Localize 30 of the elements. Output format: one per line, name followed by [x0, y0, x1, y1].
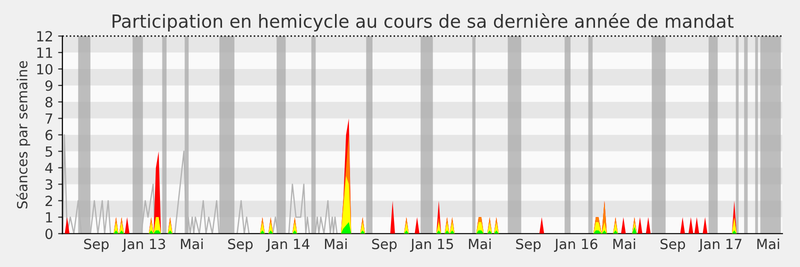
y-tick-label: 11 [37, 48, 52, 58]
x-tick-label: Sep [228, 238, 253, 252]
y-tick-label: 2 [46, 196, 52, 206]
x-tick-label: Sep [372, 238, 397, 252]
y-tick-label: 8 [45, 96, 52, 108]
x-tick-label: Jan 16 [554, 238, 598, 252]
x-tick-label: Sep [84, 238, 109, 252]
x-tick-label: Sep [660, 238, 686, 252]
x-tick-label: Mai [757, 238, 780, 250]
y-tick-label: 0 [45, 228, 52, 240]
x-tick-label: Jan 15 [410, 238, 453, 252]
x-tick-label: Mai [180, 238, 203, 250]
x-tick-label: Mai [324, 238, 347, 250]
y-tick-label: 5 [46, 146, 52, 157]
x-tick-label: Mai [468, 238, 491, 250]
x-tick-label: Jan 14 [266, 238, 310, 252]
x-tick-label: Jan 17 [698, 238, 742, 252]
y-tick-label: 3 [46, 179, 52, 190]
y-tick-label: 12 [37, 31, 52, 42]
x-tick-label: Mai [613, 238, 636, 250]
y-tick-label: 6 [46, 130, 52, 140]
y-axis-title: Séances par semaine [16, 61, 30, 208]
y-tick-label: 1 [46, 212, 52, 222]
x-tick-label: Jan 13 [122, 238, 166, 252]
y-tick-label: 4 [45, 162, 53, 174]
y-tick-label: 7 [46, 114, 52, 124]
y-tick-label: 10 [37, 64, 52, 74]
x-tick-label: Sep [516, 238, 541, 252]
chart-title: Participation en hemicycle au cours de sa dernière année de mandat [112, 13, 734, 32]
y-tick-label: 9 [45, 80, 52, 91]
